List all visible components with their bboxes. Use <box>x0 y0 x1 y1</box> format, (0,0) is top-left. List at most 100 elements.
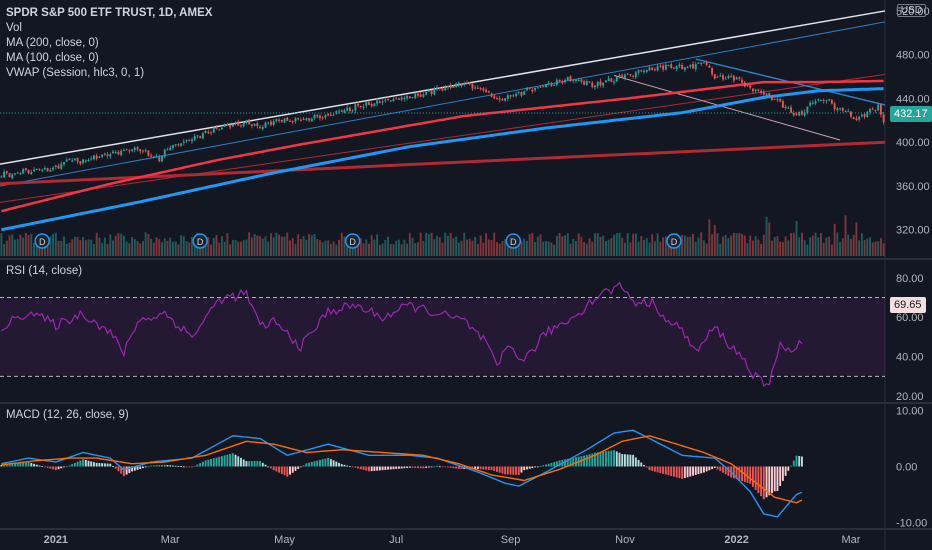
macd-histogram-bar <box>673 466 675 477</box>
volume-bar <box>0 233 3 256</box>
volume-bar <box>664 236 667 256</box>
candle-body <box>278 119 281 121</box>
candle-body <box>732 75 735 81</box>
volume-bar <box>95 232 98 256</box>
candle-body <box>16 172 19 174</box>
macd-histogram-bar <box>765 466 768 498</box>
candle-body <box>264 122 267 128</box>
candle-body <box>825 100 828 102</box>
candle-body <box>289 120 291 122</box>
macd-histogram-bar <box>515 466 517 475</box>
volume-bar <box>60 240 63 256</box>
volume-bar <box>24 232 27 256</box>
candle-body <box>90 158 93 160</box>
macd-histogram-bar <box>618 452 621 467</box>
macd-histogram-bar <box>120 466 123 474</box>
candle-body <box>806 106 809 113</box>
volume-bar <box>776 236 779 256</box>
candle-body <box>253 124 256 127</box>
volume-bar <box>308 233 311 256</box>
candle-body <box>874 109 877 111</box>
candle-body <box>776 99 779 101</box>
volume-bar <box>738 232 741 256</box>
volume-bar <box>357 242 360 256</box>
candle-body <box>648 67 651 71</box>
macd-histogram-bar <box>193 465 196 467</box>
candle-body <box>678 64 681 67</box>
macd-histogram-bar <box>297 466 300 469</box>
macd-histogram-bar <box>558 460 561 467</box>
macd-histogram-bar <box>425 466 428 468</box>
volume-bar <box>245 239 248 256</box>
candle-body <box>414 93 417 98</box>
volume-bar <box>182 236 185 256</box>
price-tick-label: 480.00 <box>896 50 930 62</box>
candle-body <box>261 127 264 129</box>
macd-histogram-bar <box>362 466 365 470</box>
main-pane-header: SPDR S&P 500 ETF TRUST, 1D, AMEX Vol MA … <box>6 6 212 81</box>
volume-bar <box>422 240 425 256</box>
volume-bar <box>825 237 828 256</box>
macd-histogram-bar <box>615 451 618 467</box>
indicator-vol[interactable]: Vol <box>6 22 22 34</box>
candle-body <box>191 139 193 142</box>
candle-body <box>76 157 79 162</box>
currency-badge[interactable]: USD <box>896 4 926 17</box>
indicator-vwap[interactable]: VWAP (Session, hlc3, 0, 1) <box>6 67 145 79</box>
candle-body <box>348 107 351 112</box>
macd-histogram-bar <box>406 466 409 468</box>
volume-bar <box>850 238 852 256</box>
volume-bar <box>180 235 183 256</box>
macd-histogram-bar <box>223 455 226 467</box>
volume-bar <box>212 237 215 256</box>
volume-bar <box>351 241 354 256</box>
chart-title: SPDR S&P 500 ETF TRUST, 1D, AMEX <box>6 7 213 19</box>
macd-histogram-bar <box>286 466 289 477</box>
candle-body <box>790 107 793 113</box>
macd-histogram-bar <box>716 466 719 470</box>
macd-histogram-bar <box>640 462 643 467</box>
candle-body <box>585 81 588 86</box>
macd-histogram-bar <box>591 453 594 467</box>
macd-histogram-bar <box>460 466 463 469</box>
volume-bar <box>490 240 493 256</box>
candle-body <box>594 85 596 88</box>
macd-label[interactable]: MACD (12, 26, close, 9) <box>6 409 129 421</box>
indicator-ma100[interactable]: MA (100, close, 0) <box>6 52 99 64</box>
volume-bar <box>378 244 381 256</box>
volume-bar <box>463 232 466 256</box>
candle-body <box>855 118 858 121</box>
volume-bar <box>828 236 831 256</box>
x-tick-label: Nov <box>615 534 635 546</box>
macd-histogram-bar <box>294 466 297 471</box>
rsi-label[interactable]: RSI (14, close) <box>6 265 83 277</box>
candle-body <box>11 174 14 179</box>
candle-body <box>828 99 831 101</box>
indicator-ma200[interactable]: MA (200, close, 0) <box>6 37 99 49</box>
volume-bar <box>158 239 161 256</box>
macd-histogram-bar <box>169 465 172 467</box>
volume-bar <box>534 242 537 256</box>
candle-body <box>346 107 349 111</box>
macd-histogram-bar <box>41 466 44 468</box>
candle-body <box>474 87 477 89</box>
volume-bar <box>313 234 316 256</box>
macd-histogram-bar <box>697 466 700 475</box>
candle-body <box>297 118 300 120</box>
volume-bar <box>525 240 528 256</box>
volume-bar <box>16 239 19 256</box>
volume-bars <box>0 215 885 256</box>
volume-bar <box>297 234 300 256</box>
volume-bar <box>280 236 283 256</box>
candle-body <box>640 70 643 72</box>
volume-bar <box>250 237 253 256</box>
candle-body <box>694 64 697 70</box>
volume-bar <box>629 242 632 256</box>
volume-bar <box>482 242 485 256</box>
volume-bar <box>171 241 174 256</box>
candle-body <box>259 127 262 129</box>
candle-body <box>798 111 801 116</box>
macd-histogram-bar <box>501 466 504 474</box>
volume-bar <box>33 242 35 256</box>
